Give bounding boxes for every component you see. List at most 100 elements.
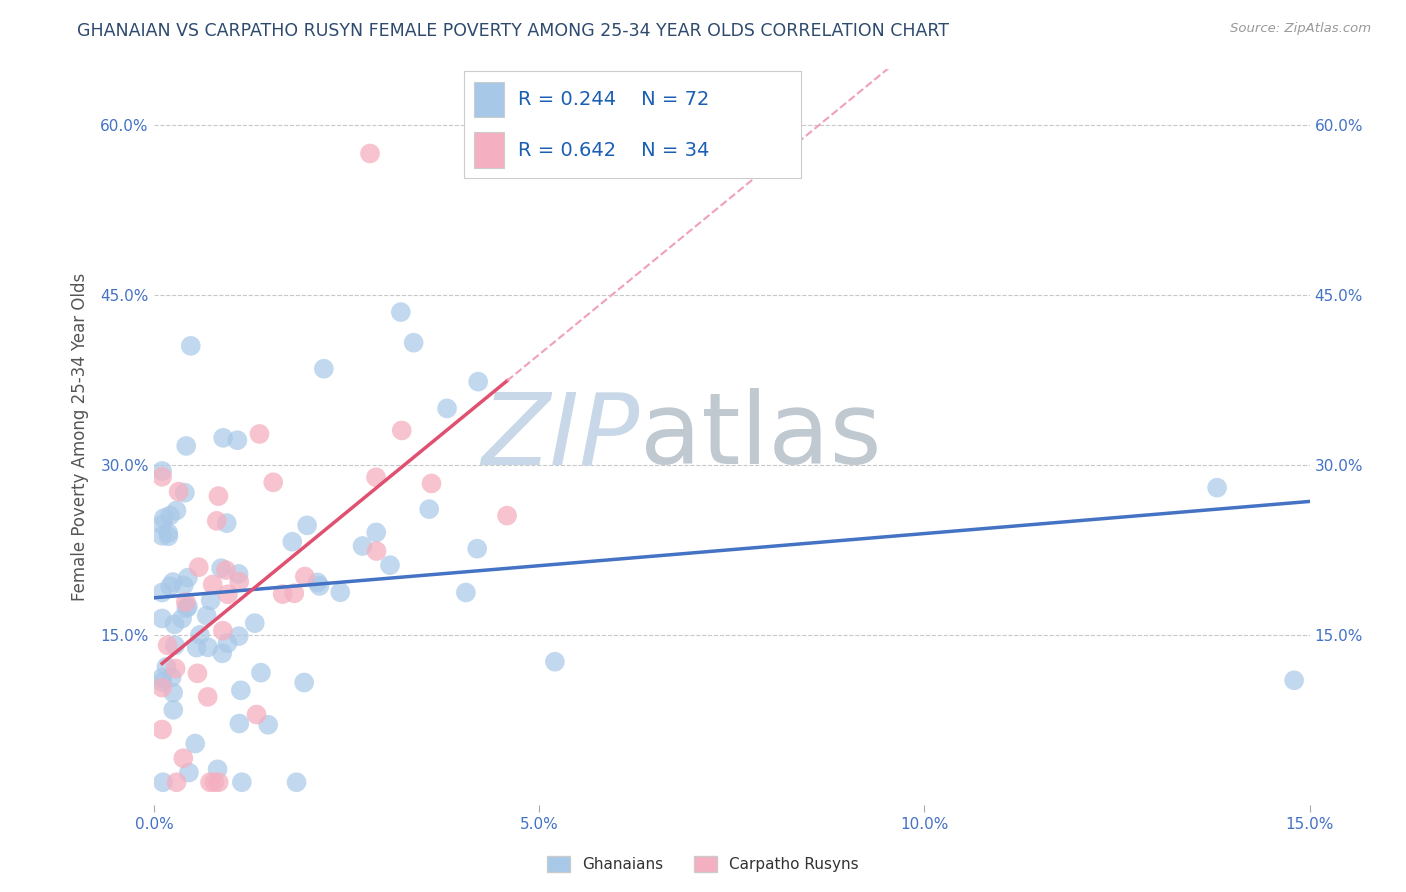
- Point: [176, 601, 198, 615]
- Point: [389, 305, 412, 319]
- Point: [359, 146, 381, 161]
- Point: [157, 525, 180, 540]
- Point: [167, 484, 190, 499]
- Point: [177, 599, 200, 614]
- Point: [186, 666, 208, 681]
- Point: [197, 640, 219, 655]
- Point: [215, 516, 238, 530]
- Point: [229, 683, 252, 698]
- Point: [150, 470, 173, 484]
- Point: [391, 424, 413, 438]
- Point: [177, 765, 200, 780]
- Point: [157, 529, 180, 543]
- Point: [329, 585, 352, 599]
- Point: [378, 558, 401, 573]
- FancyBboxPatch shape: [474, 82, 505, 118]
- Point: [200, 593, 222, 607]
- Point: [150, 723, 173, 737]
- Point: [352, 539, 374, 553]
- Point: [152, 775, 174, 789]
- Point: [160, 670, 183, 684]
- Point: [243, 616, 266, 631]
- Point: [262, 475, 284, 490]
- Text: atlas: atlas: [640, 388, 882, 485]
- Point: [207, 762, 229, 776]
- Point: [209, 561, 232, 575]
- Point: [207, 489, 229, 503]
- Point: [195, 608, 218, 623]
- Point: [165, 661, 187, 675]
- Point: [155, 660, 177, 674]
- Point: [281, 534, 304, 549]
- Point: [364, 470, 387, 484]
- Point: [257, 718, 280, 732]
- Point: [1206, 481, 1229, 495]
- Point: [163, 617, 186, 632]
- Point: [188, 628, 211, 642]
- Y-axis label: Female Poverty Among 25-34 Year Olds: Female Poverty Among 25-34 Year Olds: [72, 273, 89, 601]
- Point: [172, 611, 194, 625]
- Point: [162, 575, 184, 590]
- Point: [402, 335, 425, 350]
- Text: ZIP: ZIP: [481, 388, 640, 485]
- Point: [166, 503, 188, 517]
- Point: [150, 517, 173, 532]
- Point: [150, 681, 173, 695]
- Point: [292, 675, 315, 690]
- Point: [186, 640, 208, 655]
- Point: [162, 686, 184, 700]
- Point: [285, 775, 308, 789]
- Point: [271, 587, 294, 601]
- Point: [228, 629, 250, 643]
- Point: [312, 361, 335, 376]
- Point: [307, 575, 329, 590]
- Text: R = 0.244    N = 72: R = 0.244 N = 72: [517, 90, 710, 109]
- Point: [180, 339, 202, 353]
- Point: [177, 571, 200, 585]
- Point: [153, 511, 176, 525]
- Point: [1282, 673, 1305, 688]
- Point: [420, 476, 443, 491]
- Point: [150, 671, 173, 685]
- Point: [197, 690, 219, 704]
- Point: [544, 655, 567, 669]
- Point: [187, 560, 209, 574]
- Point: [150, 464, 173, 478]
- Point: [465, 541, 488, 556]
- Point: [217, 636, 239, 650]
- Point: [366, 544, 388, 558]
- Legend: Ghanaians, Carpatho Rusyns: Ghanaians, Carpatho Rusyns: [540, 848, 866, 880]
- Point: [211, 646, 233, 660]
- Point: [228, 716, 250, 731]
- Text: GHANAIAN VS CARPATHO RUSYN FEMALE POVERTY AMONG 25-34 YEAR OLDS CORRELATION CHAR: GHANAIAN VS CARPATHO RUSYN FEMALE POVERT…: [77, 22, 949, 40]
- Point: [249, 427, 271, 442]
- Point: [226, 434, 249, 448]
- Point: [208, 775, 231, 789]
- Point: [156, 638, 179, 652]
- Point: [150, 675, 173, 690]
- Point: [245, 707, 267, 722]
- Point: [212, 431, 235, 445]
- Point: [308, 579, 330, 593]
- Point: [150, 529, 173, 543]
- Point: [295, 518, 318, 533]
- Point: [174, 439, 197, 453]
- Text: R = 0.642    N = 34: R = 0.642 N = 34: [517, 141, 710, 160]
- Point: [150, 611, 173, 625]
- Point: [202, 775, 225, 789]
- Point: [162, 703, 184, 717]
- FancyBboxPatch shape: [474, 132, 505, 168]
- Point: [173, 485, 195, 500]
- Point: [496, 508, 519, 523]
- Point: [228, 574, 250, 589]
- Point: [231, 775, 253, 789]
- Point: [454, 585, 477, 599]
- Point: [228, 566, 250, 581]
- Point: [294, 569, 316, 583]
- Point: [163, 638, 186, 652]
- Point: [212, 624, 235, 638]
- Point: [436, 401, 458, 416]
- Point: [467, 375, 489, 389]
- Point: [217, 587, 239, 601]
- Point: [174, 595, 197, 609]
